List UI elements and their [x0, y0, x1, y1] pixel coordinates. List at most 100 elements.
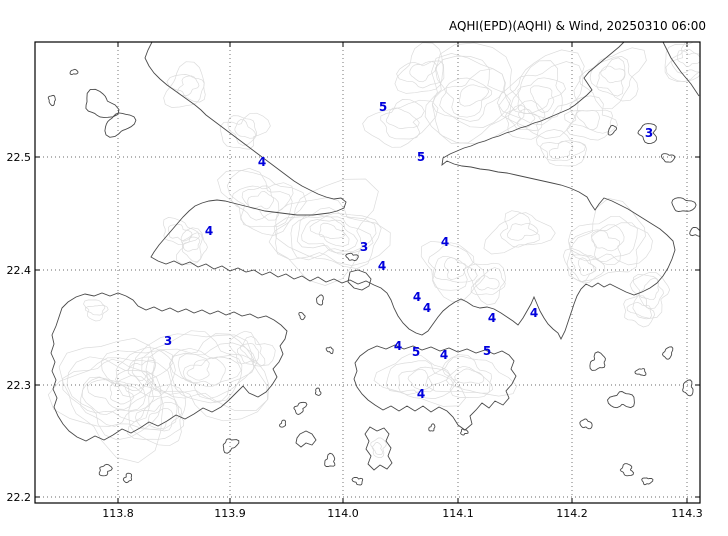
contour-ring — [466, 262, 506, 306]
contour-ring — [309, 216, 350, 247]
contour-ring — [127, 359, 156, 382]
contour-ring — [600, 65, 626, 84]
contour-ring — [454, 368, 485, 384]
island-outline — [122, 472, 133, 484]
coastline-group — [47, 42, 700, 486]
plot-frame — [34, 41, 701, 504]
contour-ring — [665, 42, 700, 83]
contour-ring — [591, 230, 621, 252]
aqhi-station-value: 5 — [483, 344, 491, 358]
island-outline — [316, 294, 324, 306]
aqhi-station-value: 4 — [413, 290, 421, 304]
contour-ring — [483, 212, 556, 255]
contour-ring — [135, 402, 183, 432]
island-outline — [689, 226, 700, 237]
island-outline — [607, 124, 618, 136]
island-outline — [293, 401, 308, 415]
contour-ring — [168, 224, 193, 242]
contour-ring — [166, 74, 206, 103]
contour-ring — [427, 242, 475, 291]
contour-ring — [424, 356, 518, 397]
contour-ring — [147, 408, 174, 430]
aqhi-station-value: 3 — [164, 334, 172, 348]
contour-ring — [231, 182, 294, 221]
contour-ring — [275, 197, 391, 266]
island-outline — [428, 423, 436, 432]
contour-ring — [141, 330, 270, 411]
island-outline — [325, 346, 334, 355]
island-outline — [634, 368, 647, 376]
y-axis-label: 22.3 — [7, 379, 32, 392]
contour-ring — [396, 60, 445, 89]
contour-ring — [459, 84, 493, 107]
aqhi-station-value: 4 — [423, 301, 431, 315]
contour-ring — [240, 343, 259, 362]
contour-ring — [431, 68, 506, 122]
contour-ring — [507, 222, 539, 241]
grid-lines — [35, 42, 700, 503]
contour-ring — [496, 61, 584, 126]
contour-ring — [268, 178, 379, 286]
island-outline — [47, 94, 56, 107]
coastline-lantau-island — [50, 292, 288, 442]
island-outline — [69, 68, 79, 75]
contour-ring — [58, 337, 164, 463]
contour-ring — [424, 42, 525, 145]
contour-ring — [664, 42, 700, 82]
contour-ring — [629, 271, 671, 319]
x-axis-label: 113.9 — [214, 507, 246, 520]
island-outline — [324, 452, 336, 467]
x-axis-label: 114.3 — [671, 507, 703, 520]
contour-ring — [626, 302, 652, 320]
contour-ring — [570, 254, 597, 282]
island-outline — [98, 463, 113, 477]
y-axis-label: 22.5 — [7, 151, 32, 164]
contour-ring — [568, 215, 653, 266]
contour-ring — [182, 357, 226, 386]
contour-ring — [371, 442, 383, 455]
aqhi-station-value: 4 — [258, 155, 266, 169]
contour-ring — [84, 304, 106, 316]
contour-ring — [517, 77, 567, 114]
island-outline — [579, 418, 593, 430]
contour-ring — [677, 49, 700, 68]
contour-ring — [163, 217, 200, 246]
contour-ring — [536, 129, 587, 167]
contour-ring — [100, 346, 176, 398]
island-outline — [671, 197, 697, 212]
island-outline — [589, 351, 606, 371]
aqhi-station-value: 4 — [441, 235, 449, 249]
contour-ring — [445, 365, 493, 394]
contour-ring — [186, 359, 210, 381]
contour-ring — [234, 119, 257, 139]
contour-ring — [539, 140, 586, 162]
island-outline — [637, 123, 657, 144]
contour-ring — [670, 48, 700, 74]
contour-ring — [562, 248, 606, 284]
aqhi-station-value: 4 — [488, 311, 496, 325]
contour-ring — [169, 347, 243, 400]
contour-ring — [596, 57, 626, 97]
contour-ring — [498, 49, 585, 139]
aqhi-station-value: 5 — [412, 345, 420, 359]
island-outline — [298, 311, 306, 321]
contour-ring — [227, 115, 257, 146]
aqhi-station-value: 4 — [530, 306, 538, 320]
aqhi-station-value: 5 — [417, 150, 425, 164]
contour-ring — [115, 350, 174, 398]
contour-ring — [237, 336, 266, 367]
contour-ring — [505, 100, 546, 140]
y-axis-label: 22.2 — [7, 491, 32, 504]
island-outline — [85, 88, 120, 118]
island-outline — [345, 252, 359, 261]
contour-ring — [380, 99, 425, 140]
island-outline — [662, 346, 674, 360]
contour-ring — [241, 185, 280, 221]
contour-ring — [83, 299, 109, 322]
contour-ring — [80, 375, 154, 427]
contour-ring — [591, 224, 625, 266]
y-axis-label: 22.4 — [7, 264, 32, 277]
contour-ring — [475, 275, 500, 291]
contour-ring — [177, 353, 242, 388]
